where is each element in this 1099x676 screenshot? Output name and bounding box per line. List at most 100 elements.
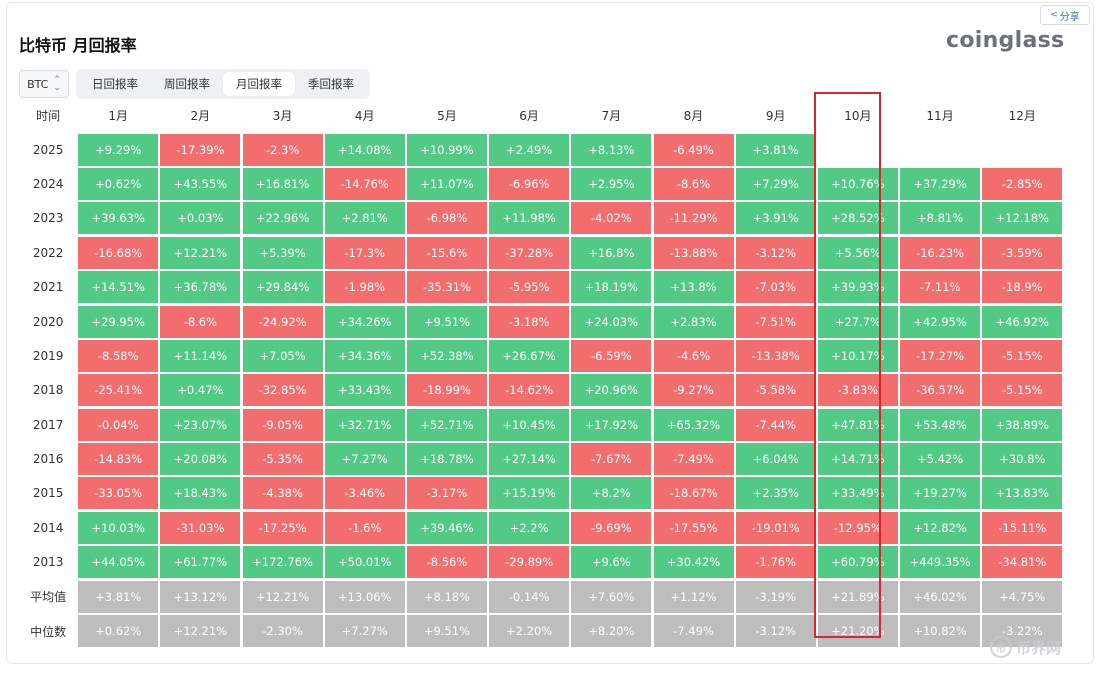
return-cell: +34.26%: [324, 305, 405, 338]
return-cell: -2.30%: [242, 615, 323, 648]
return-cell: -5.15%: [982, 374, 1063, 407]
return-cell: +10.17%: [817, 339, 898, 372]
page-title: 比特币 月回报率: [19, 36, 137, 55]
tab-daily[interactable]: 日回报率: [92, 77, 138, 91]
return-cell: -0.14%: [489, 580, 570, 613]
return-cell: +34.36%: [324, 339, 405, 372]
return-cell: -3.18%: [489, 305, 570, 338]
return-cell: -7.44%: [735, 408, 816, 441]
asset-select[interactable]: BTC ⌃ ⌄: [19, 70, 69, 98]
table-row: 2015 -33.05% +18.43% -4.38% -3.46% -3.17% +15.…: [19, 476, 1063, 510]
return-cell: -31.03%: [160, 511, 241, 544]
return-cell: +2.20%: [489, 615, 570, 648]
return-cell: +18.43%: [160, 477, 241, 510]
row-label: 2019: [32, 348, 64, 363]
row-label: 2017: [32, 417, 64, 432]
returns-table: 时间 1月 2月 3月 4月 5月 6月 7月 8月 9月 10月 11月 12月 2025 +9.29% -…: [19, 98, 1063, 648]
return-cell: +21.20%: [817, 615, 898, 648]
table-row: 2013 +44.05% +61.77% +172.76% +50.01% -8.56% -…: [19, 545, 1063, 579]
return-cell: +10.45%: [489, 408, 570, 441]
column-header-month: 9月: [765, 108, 786, 123]
return-cell: -3.19%: [735, 580, 816, 613]
return-cell: -18.9%: [982, 271, 1063, 304]
return-cell: +2.81%: [324, 202, 405, 235]
row-label: 平均值: [30, 590, 67, 605]
period-tabs: 日回报率 周回报率 月回报率 季回报率: [76, 69, 370, 99]
return-cell: -4.02%: [571, 202, 652, 235]
return-cell: +46.02%: [900, 580, 981, 613]
row-label: 中位数: [30, 624, 67, 639]
return-cell: -33.05%: [78, 477, 159, 510]
return-cell: -17.55%: [653, 511, 734, 544]
return-cell: +2.35%: [735, 477, 816, 510]
return-cell: +13.8%: [653, 271, 734, 304]
return-cell: -7.51%: [735, 305, 816, 338]
return-cell: [818, 134, 898, 166]
share-button[interactable]: < 分享: [1040, 5, 1090, 25]
return-cell: +38.89%: [982, 408, 1063, 441]
return-cell: +20.96%: [571, 374, 652, 407]
return-cell: +29.84%: [242, 271, 323, 304]
row-label: 2018: [32, 383, 64, 398]
return-cell: -34.81%: [982, 546, 1063, 579]
return-cell: +13.83%: [982, 477, 1063, 510]
column-header-month: 7月: [601, 108, 622, 123]
return-cell: -1.76%: [735, 546, 816, 579]
tab-weekly[interactable]: 周回报率: [164, 77, 210, 91]
column-header-month: 4月: [354, 108, 375, 123]
column-header-month: 3月: [272, 108, 293, 123]
return-cell: +13.06%: [324, 580, 405, 613]
tab-quarterly[interactable]: 季回报率: [308, 77, 354, 91]
return-cell: -35.31%: [406, 271, 487, 304]
return-cell: -29.89%: [489, 546, 570, 579]
return-cell: -17.3%: [324, 236, 405, 269]
return-cell: +29.95%: [78, 305, 159, 338]
return-cell: +22.96%: [242, 202, 323, 235]
return-cell: +14.08%: [324, 133, 405, 166]
return-cell: +47.81%: [817, 408, 898, 441]
return-cell: +11.07%: [406, 167, 487, 200]
return-cell: +2.95%: [571, 167, 652, 200]
return-cell: +30.42%: [653, 546, 734, 579]
return-cell: +18.78%: [406, 443, 487, 476]
return-cell: -36.57%: [900, 374, 981, 407]
column-header-month: 10月: [844, 108, 872, 123]
tab-monthly[interactable]: 月回报率: [223, 72, 295, 96]
return-cell: -7.49%: [653, 443, 734, 476]
return-cell: +36.78%: [160, 271, 241, 304]
return-cell: +10.82%: [900, 615, 981, 648]
coinglass-logo: coinglass: [946, 28, 1065, 53]
summary-row: 平均值 +3.81% +13.12% +12.21% +13.06% +8.18% -0.1…: [19, 579, 1063, 613]
return-cell: +52.38%: [406, 339, 487, 372]
return-cell: -9.05%: [242, 408, 323, 441]
asset-select-value: BTC: [27, 77, 49, 91]
return-cell: -2.3%: [242, 133, 323, 166]
return-cell: -3.83%: [817, 374, 898, 407]
row-label: 2013: [32, 555, 64, 570]
return-cell: +33.49%: [817, 477, 898, 510]
return-cell: -0.04%: [78, 408, 159, 441]
return-cell: +4.75%: [982, 580, 1063, 613]
return-cell: -1.98%: [324, 271, 405, 304]
return-cell: +10.76%: [817, 167, 898, 200]
summary-row: 中位数 +0.62% +12.21% -2.30% +7.27% +9.51% +2.20%…: [19, 614, 1063, 648]
return-cell: -6.49%: [653, 133, 734, 166]
return-cell: -12.95%: [817, 511, 898, 544]
return-cell: +3.81%: [78, 580, 159, 613]
return-cell: -37.28%: [489, 236, 570, 269]
table-row: 2021 +14.51% +36.78% +29.84% -1.98% -35.31% -5…: [19, 270, 1063, 304]
return-cell: +12.18%: [982, 202, 1063, 235]
return-cell: +8.18%: [406, 580, 487, 613]
table-row: 2022 -16.68% +12.21% +5.39% -17.3% -15.6% -37.…: [19, 236, 1063, 270]
return-cell: +15.19%: [489, 477, 570, 510]
return-cell: +39.46%: [406, 511, 487, 544]
return-cell: +32.71%: [324, 408, 405, 441]
return-cell: -2.85%: [982, 167, 1063, 200]
return-cell: +7.27%: [324, 615, 405, 648]
return-cell: +12.82%: [900, 511, 981, 544]
return-cell: +17.92%: [571, 408, 652, 441]
return-cell: +9.51%: [406, 615, 487, 648]
row-label: 2015: [32, 486, 64, 501]
return-cell: -3.17%: [406, 477, 487, 510]
return-cell: -18.99%: [406, 374, 487, 407]
